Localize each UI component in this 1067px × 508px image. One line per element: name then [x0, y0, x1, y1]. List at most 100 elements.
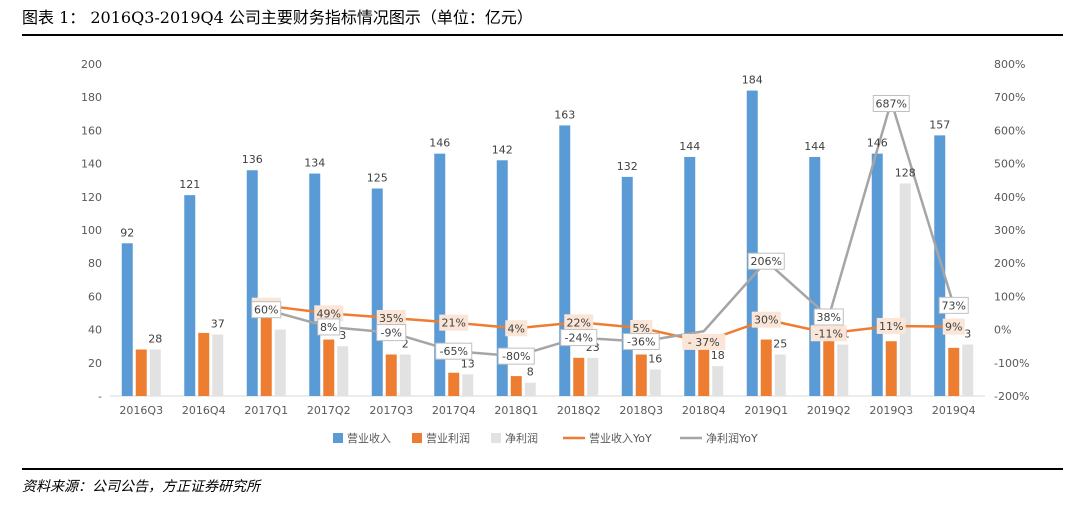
- bar-营业利润: [198, 332, 210, 396]
- line-data-label: 8%: [320, 321, 337, 334]
- bar-营业利润: [448, 372, 460, 396]
- line-data-label: 5%: [633, 322, 650, 335]
- legend-label: 净利润: [505, 431, 538, 445]
- line-data-label: -9%: [381, 327, 402, 340]
- line-data-label: 9%: [945, 321, 962, 334]
- line-label-box: [497, 347, 535, 365]
- bar-data-label: 157: [929, 118, 950, 131]
- bar-data-label: 3: [339, 329, 346, 342]
- left-axis-tick-label: 140: [81, 158, 102, 171]
- line-label-box: [317, 318, 341, 336]
- bar-data-label: 18: [711, 349, 725, 362]
- bar-data-label: 163: [554, 108, 575, 121]
- bar-净利润: [149, 349, 161, 396]
- line-label-box: [622, 333, 660, 351]
- x-axis-tick-label: 2016Q3: [119, 404, 163, 417]
- x-axis-tick-label: 2017Q3: [369, 404, 413, 417]
- bar-data-label: 184: [742, 74, 763, 87]
- bar-营业收入: [184, 195, 196, 396]
- right-axis-tick-label: 600%: [994, 124, 1025, 137]
- legend-label: 净利润YoY: [706, 431, 758, 445]
- line-data-label: 30%: [754, 314, 778, 327]
- bar-营业利润: [135, 349, 147, 396]
- bar-净利润: [649, 369, 661, 396]
- line-label-box: [505, 320, 528, 337]
- bar-data-label: 37: [211, 318, 225, 331]
- bar-净利润: [962, 344, 974, 396]
- line-data-label: 60%: [254, 304, 278, 317]
- title-rule: [22, 34, 1063, 36]
- line-data-label: 38%: [817, 311, 841, 324]
- bar-营业利润: [573, 357, 585, 396]
- left-axis-tick-label: 20: [88, 357, 102, 370]
- bar-营业收入: [684, 156, 696, 396]
- bar-营业利润: [385, 354, 397, 396]
- bar-data-label: 144: [804, 140, 825, 153]
- legend-label: 营业收入YoY: [589, 431, 652, 445]
- bar-净利润: [462, 374, 474, 396]
- x-axis-tick-label: 2018Q3: [619, 404, 663, 417]
- legend-label: 营业利润: [426, 431, 470, 445]
- line-data-label: 687%: [876, 98, 907, 111]
- bar-营业利润: [885, 341, 897, 396]
- right-axis-tick-label: 400%: [994, 191, 1025, 204]
- line-净利润YoY: [258, 100, 955, 358]
- line-label-box: [747, 252, 785, 270]
- line-data-label: - 37%: [688, 336, 720, 349]
- left-axis-tick-label: -: [98, 390, 102, 403]
- line-data-label: -36%: [627, 336, 655, 349]
- x-axis-tick-label: 2018Q1: [494, 404, 538, 417]
- left-axis-tick-label: 100: [81, 224, 102, 237]
- line-data-label: 4%: [508, 322, 525, 335]
- line-data-label: 35%: [379, 312, 403, 325]
- bar-营业收入: [309, 173, 321, 396]
- legend-label: 营业收入: [347, 431, 391, 445]
- legend-swatch: [333, 433, 343, 443]
- line-data-label: 22%: [567, 316, 591, 329]
- bar-data-label: 134: [304, 157, 325, 170]
- line-label-box: [376, 309, 406, 326]
- x-axis-tick-label: 2017Q2: [307, 404, 351, 417]
- legend-swatch: [412, 433, 422, 443]
- right-axis-tick-label: -100%: [994, 357, 1029, 370]
- x-axis-tick-label: 2017Q1: [244, 404, 288, 417]
- bar-净利润: [274, 329, 286, 396]
- bar-营业收入: [559, 125, 571, 397]
- line-data-label: -65%: [440, 345, 468, 358]
- line-data-label: 49%: [317, 307, 341, 320]
- line-label-box: [876, 317, 906, 334]
- figure-source: 资料来源：公司公告，方正证券研究所: [22, 479, 260, 495]
- bar-营业收入: [371, 188, 383, 396]
- x-axis-tick-label: 2018Q4: [682, 404, 726, 417]
- bar-data-label: 125: [367, 172, 388, 185]
- bar-营业收入: [621, 176, 633, 396]
- bar-净利润: [899, 183, 911, 396]
- left-axis-tick-label: 40: [88, 324, 102, 337]
- bar-营业利润: [948, 347, 960, 396]
- left-axis-tick-label: 160: [81, 124, 102, 137]
- bar-data-label: 8: [527, 366, 534, 379]
- bar-data-label: 144: [679, 140, 700, 153]
- bar-营业收入: [934, 135, 946, 396]
- bar-data-label: 128: [895, 167, 916, 180]
- line-data-label: -80%: [502, 350, 530, 363]
- line-label-box: [314, 305, 344, 322]
- bar-营业利润: [260, 317, 272, 396]
- bar-营业收入: [871, 153, 883, 396]
- bar-营业收入: [246, 170, 258, 396]
- bar-data-label: 16: [648, 352, 662, 365]
- bar-data-label: 132: [617, 160, 638, 173]
- line-label-box: [376, 324, 407, 342]
- bar-营业收入: [434, 153, 446, 396]
- bar-净利润: [524, 382, 536, 396]
- line-label-box: [942, 318, 965, 335]
- line-label-box: [813, 308, 844, 326]
- line-data-label: 11%: [879, 320, 903, 333]
- line-label-box: [751, 311, 781, 328]
- legend-swatch: [491, 433, 501, 443]
- x-axis-tick-label: 2019Q4: [932, 404, 976, 417]
- x-axis-tick-label: 2019Q1: [744, 404, 788, 417]
- right-axis-tick-label: 800%: [994, 58, 1025, 71]
- line-label-box: [560, 329, 598, 347]
- right-axis-tick-label: -200%: [994, 390, 1029, 403]
